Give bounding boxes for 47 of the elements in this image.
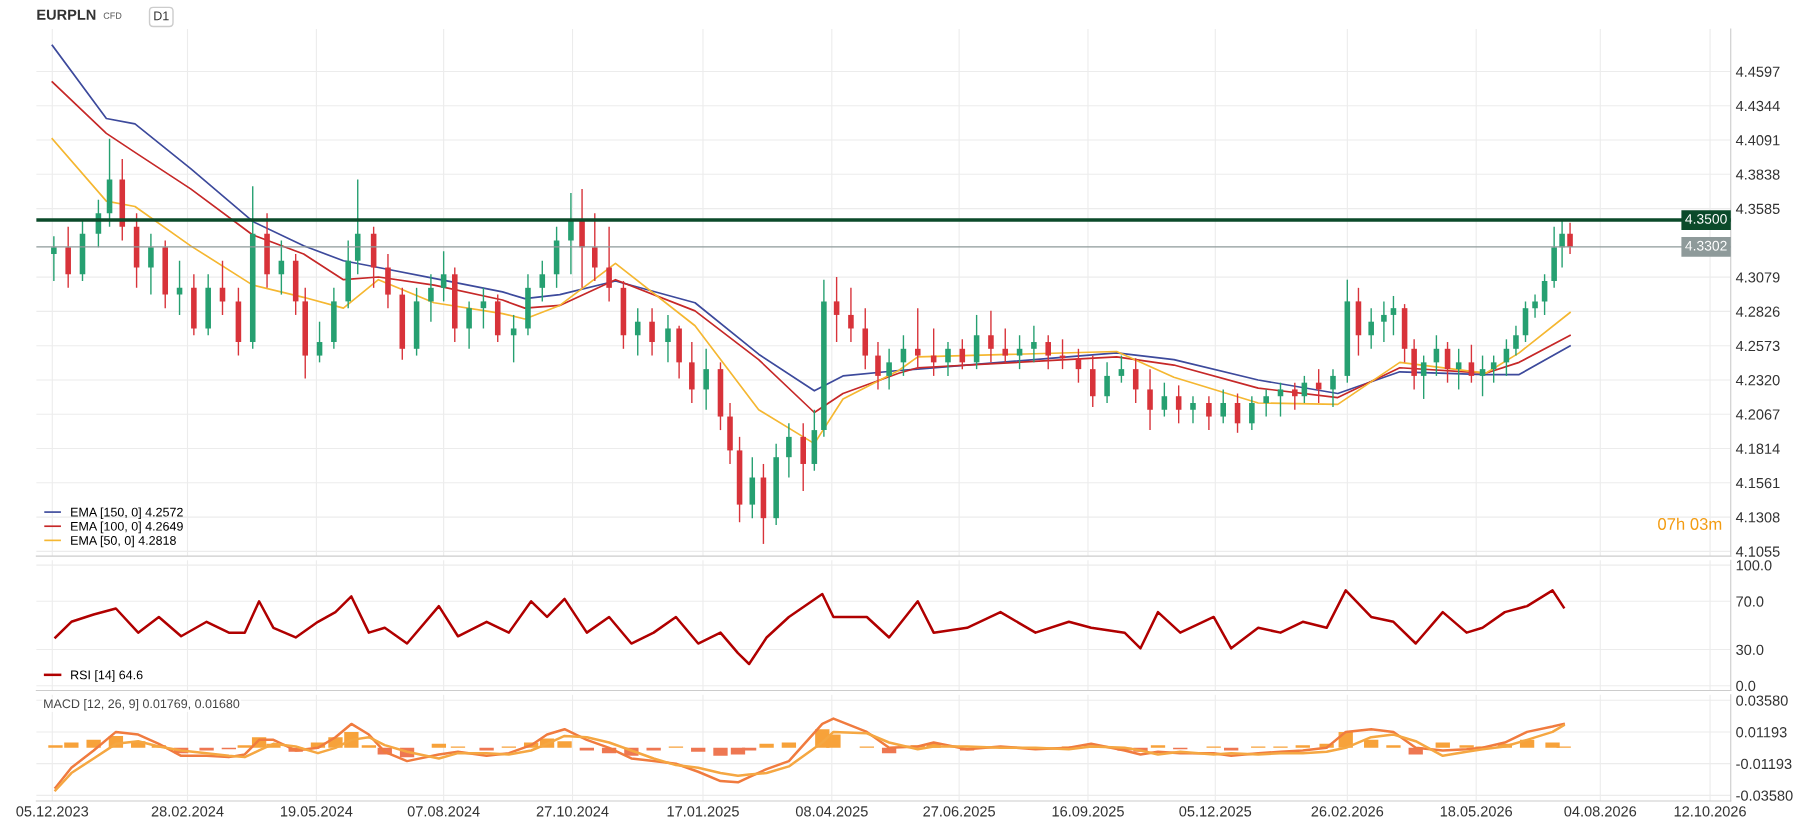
ref-line-label: 4.3500 [1685, 213, 1727, 224]
x-tick-label: 08.04.2025 [795, 806, 868, 817]
legend-label: EMA [150, 0] 4.2572 [71, 507, 183, 520]
ref-line-label: 4.3302 [1685, 240, 1727, 251]
x-tick-label: 17.01.2025 [667, 806, 739, 817]
annotation: MACD [12, 26, 9] 0.01769, 0.01680 [44, 698, 240, 711]
legend-label: EMA [100, 0] 4.2649 [71, 521, 183, 534]
y-tick-label: 4.4344 [1735, 100, 1780, 112]
x-tick-label: 05.12.2025 [1179, 806, 1252, 817]
annotation: 07h 03m [1658, 517, 1722, 530]
y-tick-label: 4.1561 [1735, 477, 1780, 489]
x-tick-label: 19.05.2024 [280, 806, 353, 817]
legend-label: EMA [50, 0] 4.2818 [71, 535, 176, 548]
chart-title: EURPLN [37, 9, 96, 20]
x-tick-label: 27.06.2025 [923, 806, 995, 817]
x-tick-label: 07.08.2024 [407, 806, 480, 817]
x-tick-label: 28.02.2024 [151, 806, 224, 817]
y-tick-label: 4.2573 [1735, 340, 1780, 352]
y-tick-label: -0.01193 [1736, 758, 1792, 770]
x-tick-label: 05.12.2023 [16, 806, 89, 817]
x-tick-label: 04.08.2026 [1564, 806, 1637, 817]
y-tick-label: 4.4597 [1735, 66, 1780, 77]
y-tick-label: 4.1308 [1735, 512, 1780, 523]
y-tick-label: 4.2826 [1735, 306, 1780, 317]
x-tick-label: 18.05.2026 [1440, 806, 1513, 817]
x-tick-label: 12.10.2026 [1674, 806, 1746, 817]
y-tick-label: 4.3585 [1735, 203, 1780, 214]
chart-subtitle: CFD [103, 12, 122, 19]
y-tick-label: 30.0 [1736, 644, 1764, 655]
y-tick-label: 4.2320 [1735, 375, 1780, 386]
y-tick-label: 100.0 [1736, 560, 1772, 571]
x-tick-label: 26.02.2026 [1311, 806, 1384, 817]
legend-label: RSI [14] 64.6 [71, 670, 143, 682]
y-tick-label: 4.4091 [1735, 135, 1780, 146]
x-tick-label: 16.09.2025 [1052, 806, 1124, 817]
y-tick-label: 4.1814 [1735, 443, 1780, 454]
y-tick-label: 4.3838 [1735, 169, 1780, 180]
y-tick-label: 4.3079 [1735, 272, 1780, 283]
y-tick-label: -0.03580 [1736, 790, 1793, 801]
y-tick-label: 4.2067 [1735, 409, 1780, 420]
y-tick-label: 4.1055 [1735, 546, 1780, 557]
y-tick-label: 0.0 [1736, 680, 1756, 692]
y-tick-label: 70.0 [1736, 596, 1764, 607]
y-tick-label: 0.01193 [1736, 727, 1787, 738]
y-tick-label: 0.03580 [1736, 695, 1788, 706]
text: D1 [154, 11, 169, 21]
x-tick-label: 27.10.2024 [536, 806, 609, 817]
